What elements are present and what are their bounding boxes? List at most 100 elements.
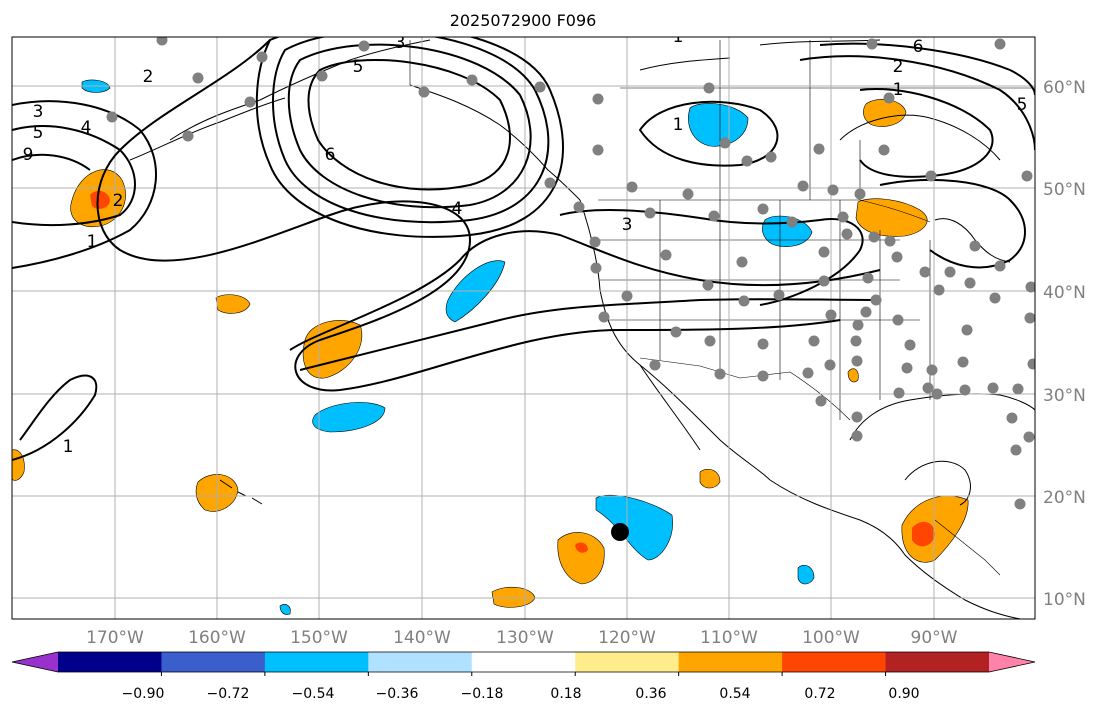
station-marker bbox=[1024, 312, 1035, 324]
map-frame bbox=[11, 36, 1036, 620]
station-marker bbox=[644, 207, 656, 219]
anomaly-negative-central-pacific bbox=[312, 402, 386, 433]
contour-label: 5 bbox=[33, 123, 44, 143]
contour-label: 6 bbox=[913, 37, 924, 57]
lon-label: 120°W bbox=[598, 628, 656, 648]
colorbar-bin bbox=[678, 652, 783, 672]
contour-hudson-3 bbox=[859, 88, 994, 178]
station-marker bbox=[868, 231, 880, 243]
station-marker bbox=[957, 356, 969, 368]
station-marker bbox=[851, 355, 863, 367]
station-marker bbox=[931, 388, 943, 400]
contour-west-pacific-2 bbox=[12, 100, 157, 269]
station-marker bbox=[854, 188, 866, 200]
station-marker bbox=[182, 130, 194, 142]
station-marker bbox=[786, 216, 798, 228]
highlight-marker bbox=[611, 523, 629, 541]
station-marker bbox=[757, 338, 769, 350]
colorbar-tick-label: 0.72 bbox=[804, 686, 835, 702]
anomaly-negative-canada bbox=[688, 103, 749, 147]
station-marker bbox=[1025, 281, 1035, 293]
contour-southwest bbox=[12, 374, 98, 461]
contour-ring-gulf-alaska-3 bbox=[272, 37, 550, 224]
contour-label: 6 bbox=[325, 145, 336, 165]
colorbar-tick-label: −0.90 bbox=[122, 686, 165, 702]
station-marker bbox=[827, 184, 839, 196]
lat-label: 60°N bbox=[1043, 78, 1086, 98]
station-marker bbox=[714, 368, 726, 380]
station-marker bbox=[922, 382, 934, 394]
station-marker bbox=[192, 72, 204, 84]
border-states-row1 bbox=[598, 239, 920, 321]
contour-ring-gulf-alaska-1 bbox=[307, 59, 511, 191]
contour-label: 5 bbox=[1017, 95, 1028, 115]
contours bbox=[12, 37, 1035, 461]
coastline-yucatan bbox=[904, 460, 971, 506]
anomaly-positive-small-4 bbox=[847, 368, 859, 383]
colorbar-tick-label: 0.18 bbox=[550, 686, 581, 702]
station-marker bbox=[901, 362, 913, 374]
station-marker bbox=[989, 292, 1001, 304]
coastline-aleutians bbox=[129, 97, 286, 161]
anomaly-positive-great-lakes bbox=[855, 198, 928, 237]
contour-label: 2 bbox=[143, 67, 154, 87]
coastline-alaska bbox=[169, 39, 431, 141]
colorbar-bin bbox=[368, 652, 473, 672]
station-marker bbox=[883, 92, 895, 104]
station-marker bbox=[592, 144, 604, 156]
station-marker bbox=[818, 275, 830, 287]
station-marker bbox=[598, 311, 610, 323]
colorbar-tick-label: 0.90 bbox=[888, 686, 919, 702]
station-marker bbox=[316, 70, 328, 82]
colorbar-tick-labels: −0.90 −0.72 −0.54 −0.36 −0.18 0.18 0.36 … bbox=[122, 686, 920, 702]
contour-label: 9 bbox=[23, 145, 34, 165]
station-marker bbox=[256, 51, 268, 63]
lat-label: 20°N bbox=[1043, 488, 1086, 508]
station-marker bbox=[841, 228, 853, 240]
station-marker bbox=[244, 96, 256, 108]
station-marker bbox=[757, 203, 769, 215]
contour-label: 5 bbox=[353, 57, 364, 77]
station-marker bbox=[862, 272, 874, 284]
station-marker bbox=[825, 309, 837, 321]
station-marker bbox=[702, 279, 714, 291]
station-marker bbox=[959, 384, 971, 396]
station-marker bbox=[994, 38, 1006, 50]
station-markers bbox=[106, 37, 1035, 510]
colorbar bbox=[11, 651, 1036, 676]
contour-northern-canada bbox=[638, 100, 779, 167]
colorbar-extend-min bbox=[12, 652, 58, 672]
station-marker bbox=[1012, 383, 1024, 395]
contour-label: 1 bbox=[63, 437, 74, 457]
contour-label: 4 bbox=[81, 118, 92, 138]
lat-label: 50°N bbox=[1043, 180, 1086, 200]
longitude-labels: 170°W 160°W 150°W 140°W 130°W 120°W 110°… bbox=[86, 628, 958, 648]
coastline-gulf-alaska bbox=[409, 84, 581, 201]
station-marker bbox=[818, 246, 830, 258]
station-marker bbox=[815, 395, 827, 407]
station-marker bbox=[703, 82, 715, 94]
coastline-mexico bbox=[769, 479, 1021, 619]
station-marker bbox=[878, 144, 890, 156]
contour-ring-gulf-alaska-4 bbox=[255, 37, 564, 238]
station-marker bbox=[1027, 358, 1035, 370]
colorbar-tick-label: −0.18 bbox=[461, 686, 504, 702]
colorbar-tick-label: −0.36 bbox=[376, 686, 419, 702]
coastline-arctic bbox=[639, 39, 881, 71]
map-title: 2025072900 F096 bbox=[450, 11, 597, 30]
contour-label: 2 bbox=[893, 57, 904, 77]
lat-label: 30°N bbox=[1043, 386, 1086, 406]
colorbar-bin bbox=[58, 652, 162, 672]
contour-label: 3 bbox=[395, 33, 406, 53]
lon-label: 110°W bbox=[700, 628, 758, 648]
anomaly-max-central-america bbox=[912, 521, 935, 547]
contour-label: 1 bbox=[87, 232, 98, 252]
station-marker bbox=[808, 335, 820, 347]
station-marker bbox=[892, 314, 904, 326]
station-marker bbox=[358, 40, 370, 52]
colorbar-bin bbox=[575, 652, 680, 672]
station-marker bbox=[765, 151, 777, 163]
station-marker bbox=[156, 37, 168, 46]
lat-label: 10°N bbox=[1043, 590, 1086, 610]
border-us-mexico bbox=[639, 357, 851, 421]
